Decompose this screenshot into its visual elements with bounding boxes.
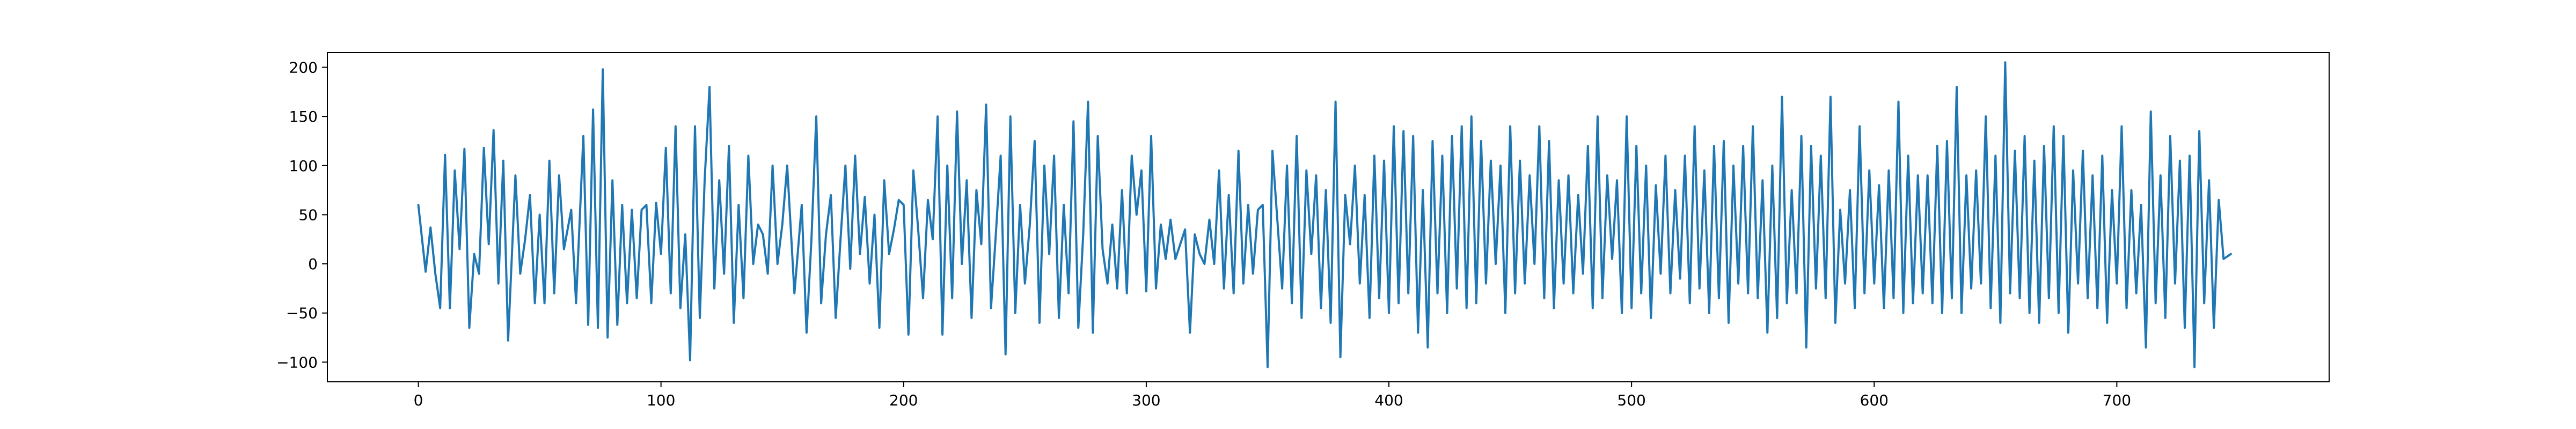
y-tick-label: −50: [286, 305, 318, 322]
x-tick-label: 700: [2103, 391, 2131, 409]
x-tick-label: 400: [1374, 391, 1403, 409]
y-tick-label: 0: [308, 255, 318, 273]
y-tick-label: 150: [289, 108, 318, 125]
axes-frame: [327, 52, 2330, 382]
x-axis-ticks: 0 100 200 300 400 500 600 700: [414, 382, 2131, 409]
x-tick-label: 300: [1132, 391, 1160, 409]
data-series-line: [417, 61, 2232, 368]
x-tick-label: 0: [414, 391, 423, 409]
y-tick-label: 100: [289, 157, 318, 175]
plot-area: [327, 52, 2330, 382]
x-tick-label: 100: [647, 391, 675, 409]
y-axis-ticks: −100 −50 0 50 100 150 200: [276, 58, 327, 371]
x-tick-label: 200: [889, 391, 918, 409]
y-tick-label: 50: [298, 206, 318, 224]
y-tick-label: −100: [276, 353, 318, 371]
x-tick-label: 500: [1617, 391, 1645, 409]
x-tick-label: 600: [1860, 391, 1889, 409]
y-tick-label: 200: [289, 58, 318, 76]
